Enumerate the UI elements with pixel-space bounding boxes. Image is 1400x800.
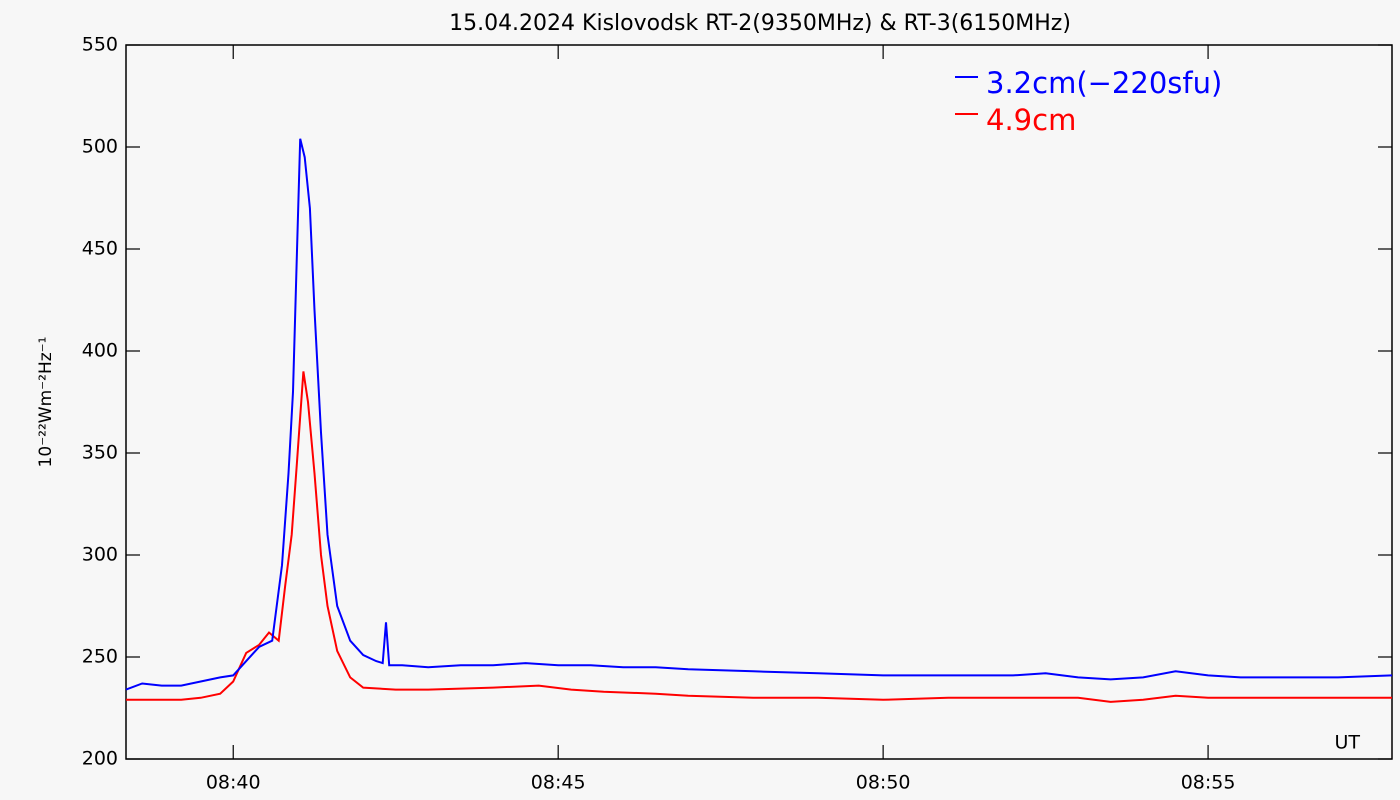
plot-frame [125, 44, 1393, 760]
y-tick-label: 200 [82, 748, 118, 770]
y-tick-label: 350 [82, 442, 118, 464]
legend-label: 3.2cm(−220sfu) [986, 66, 1222, 100]
x-axis-label: UT [1334, 732, 1360, 754]
y-tick-label: 550 [82, 34, 118, 56]
y-tick-label: 250 [82, 646, 118, 668]
legend-label: 4.9cm [986, 103, 1076, 137]
x-tick-label: 08:55 [1181, 772, 1236, 794]
y-tick-label: 500 [82, 136, 118, 158]
y-tick-label: 400 [82, 340, 118, 362]
x-tick-label: 08:45 [531, 772, 586, 794]
x-tick-label: 08:40 [206, 772, 261, 794]
chart-title: 15.04.2024 Kislovodsk RT-2(9350MHz) & RT… [449, 11, 1071, 36]
x-tick-label: 08:50 [856, 772, 911, 794]
y-tick-label: 450 [82, 238, 118, 260]
series-line [126, 371, 1392, 703]
y-axis-label: 10⁻²²Wm⁻²Hz⁻¹ [36, 337, 56, 468]
series-line [125, 138, 1393, 691]
y-tick-label: 300 [82, 544, 118, 566]
